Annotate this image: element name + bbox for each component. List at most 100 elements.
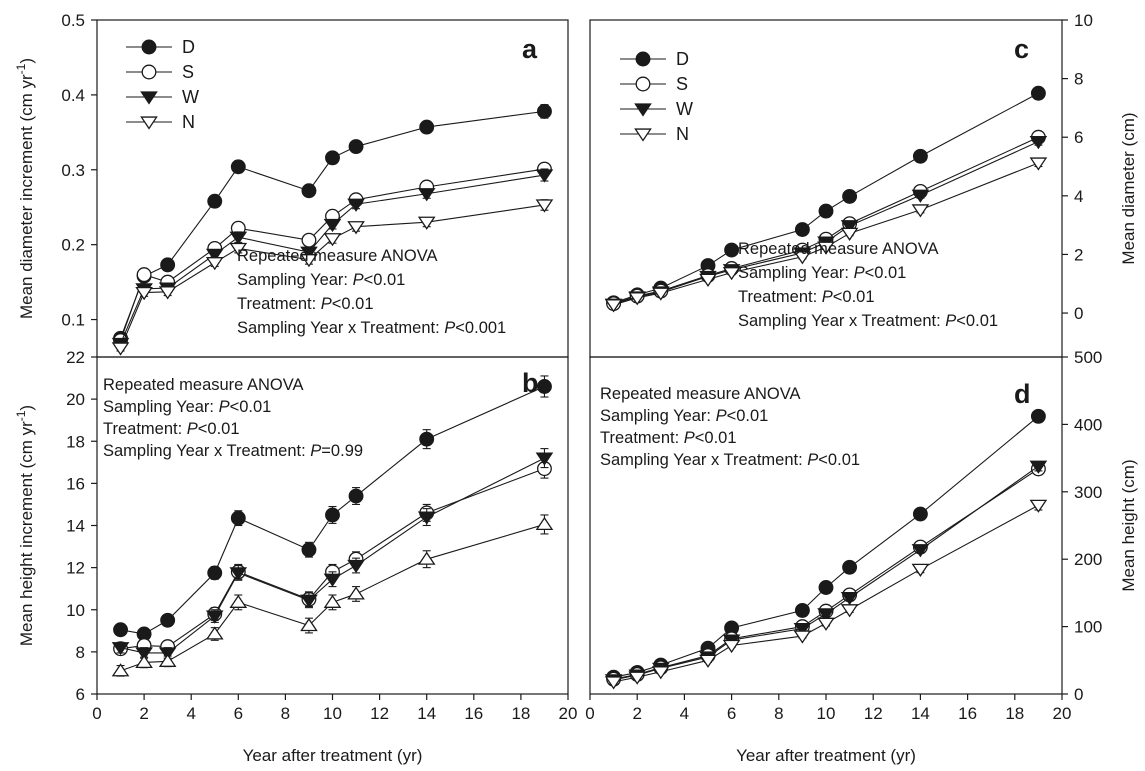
data-point <box>323 233 342 247</box>
data-point <box>419 119 435 135</box>
x-tick-label: 20 <box>559 704 578 723</box>
y-axis-title-end: ) <box>17 405 36 411</box>
y-axis-title-main: Mean diameter increment (cm yr <box>17 74 36 319</box>
series-W <box>604 136 1048 312</box>
data-point <box>722 639 741 654</box>
data-point <box>158 286 177 300</box>
y-axis-title-sup: -1 <box>14 410 28 421</box>
legend-label: D <box>676 49 689 69</box>
y-tick-label: 6 <box>76 685 85 704</box>
x-tick-label: 4 <box>680 704 689 723</box>
data-point <box>323 594 342 608</box>
x-tick-label: 20 <box>1053 704 1072 723</box>
anova-label: Sampling Year x Treatment: <box>237 319 444 337</box>
panel-letter: c <box>1014 34 1029 64</box>
y-tick-label: 0 <box>1074 685 1083 704</box>
anova-line: Sampling Year x Treatment: P<0.01 <box>738 312 998 330</box>
y-tick-label: 0.1 <box>61 311 85 330</box>
data-point <box>301 183 317 199</box>
data-point <box>535 452 554 466</box>
panel-b: 6 8 10 12 14 16 18 20 22 0 2 4 6 8 10 12 14 16 18 20 Year af… <box>14 348 577 765</box>
legend-label: S <box>676 74 688 94</box>
x-tick-label: 4 <box>186 704 195 723</box>
p-symbol: P <box>310 442 321 460</box>
x-tick-label: 6 <box>234 704 243 723</box>
data-point <box>817 241 835 255</box>
data-point <box>537 379 552 394</box>
p-symbol: P <box>807 451 818 469</box>
data-point <box>1030 85 1046 101</box>
data-point <box>842 188 858 204</box>
data-point <box>207 565 223 581</box>
panel-letter: d <box>1014 379 1031 409</box>
data-point <box>793 623 812 637</box>
series-line <box>120 110 545 339</box>
data-point <box>135 654 153 668</box>
y-tick-label: 0.3 <box>61 161 85 180</box>
data-point <box>205 257 224 271</box>
data-point <box>911 563 930 577</box>
data-point <box>135 647 153 661</box>
x-tick-label: 6 <box>727 704 736 723</box>
y-tick-label: 400 <box>1074 415 1102 434</box>
series-S <box>113 458 552 657</box>
y-tick-label: 16 <box>66 474 85 493</box>
p-value: <0.01 <box>865 264 907 282</box>
series-N <box>111 514 554 677</box>
p-value: <0.01 <box>332 295 374 313</box>
data-point <box>794 222 810 237</box>
data-point <box>817 617 835 631</box>
legend-label: N <box>182 112 195 132</box>
y-tick-label: 2 <box>1074 245 1083 264</box>
p-value: <0.01 <box>833 288 875 306</box>
data-point <box>535 199 554 213</box>
p-symbol: P <box>945 312 956 330</box>
data-point <box>300 594 318 608</box>
p-symbol: P <box>716 407 727 425</box>
anova-label: Sampling Year: <box>738 264 854 282</box>
data-point <box>111 663 130 677</box>
panel-a: 0.1 0.2 0.3 0.4 0.5 Mean diameter increment (… <box>14 11 569 358</box>
data-point <box>230 159 246 175</box>
data-point <box>818 580 834 595</box>
y-tick-label: 0.5 <box>61 11 85 30</box>
y-tick-label: 0 <box>1074 304 1083 323</box>
x-tick-label: 10 <box>817 704 836 723</box>
y-tick-label: 10 <box>1074 11 1093 30</box>
legend-marker <box>140 116 158 130</box>
data-point <box>347 198 365 212</box>
panel-letter: b <box>522 368 539 398</box>
series-line <box>120 457 545 654</box>
data-point <box>158 647 177 661</box>
series-line <box>120 204 545 349</box>
data-point <box>628 292 647 306</box>
data-point <box>1029 499 1048 513</box>
p-value: <0.01 <box>818 451 860 469</box>
x-axis-title: Year after treatment (yr) <box>736 746 916 765</box>
legend-marker <box>141 64 157 80</box>
p-symbol: P <box>854 264 865 282</box>
data-point <box>840 227 859 241</box>
data-point <box>300 617 318 632</box>
series-N <box>111 199 554 356</box>
panel-d: 0 100 200 300 400 500 0 2 4 6 8 10 12 14 16 18 20 Year af… <box>585 348 1138 765</box>
legend-label: S <box>182 62 194 82</box>
y-tick-label: 18 <box>66 432 85 451</box>
data-point <box>135 287 153 301</box>
x-axis-title: Year after treatment (yr) <box>243 746 423 765</box>
x-tick-label: 16 <box>958 704 977 723</box>
y-tick-label: 500 <box>1074 348 1102 367</box>
x-tick-label: 0 <box>585 704 594 723</box>
legend-label: N <box>676 124 689 144</box>
anova-label: Treatment: <box>103 420 187 438</box>
y-tick-label: 14 <box>66 517 85 536</box>
p-value: <0.01 <box>230 398 272 416</box>
series-N <box>604 157 1048 313</box>
anova-label: Sampling Year x Treatment: <box>103 442 310 460</box>
data-point <box>301 542 317 558</box>
